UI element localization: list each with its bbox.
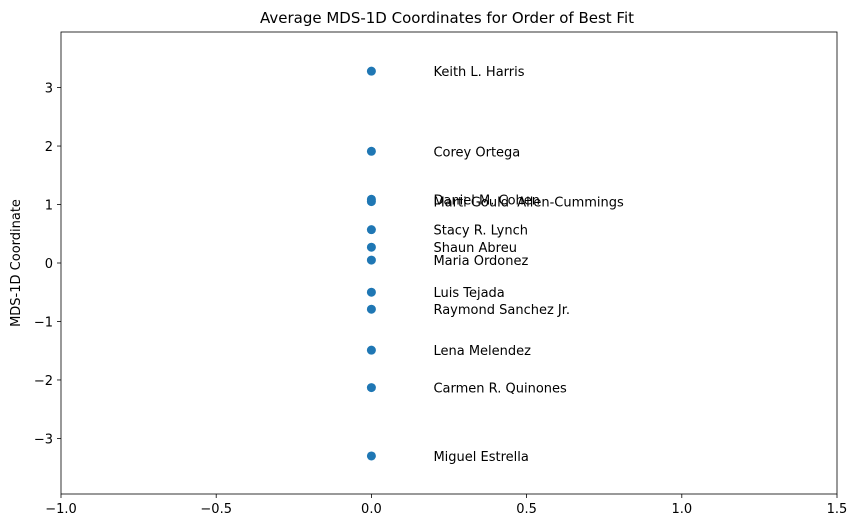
scatter-point	[366, 345, 376, 355]
scatter-point	[366, 197, 376, 207]
point-label: Marti Gould Allen-Cummings	[433, 196, 624, 211]
point-label: Carmen R. Quinones	[433, 382, 567, 397]
y-axis: −3 −2 −1 0 1 2 3	[34, 82, 61, 447]
y-tick-label: −2	[34, 374, 53, 389]
x-tick-label: 1.0	[671, 502, 692, 517]
scatter-point	[366, 242, 376, 252]
x-axis: −1.0 −0.5 0.0 0.5 1.0 1.5	[45, 494, 847, 517]
scatter-point	[366, 451, 376, 461]
scatter-point	[366, 146, 376, 156]
x-tick-label: 0.5	[516, 502, 537, 517]
point-label: Raymond Sanchez Jr.	[433, 303, 570, 318]
point-label: Shaun Abreu	[433, 241, 517, 256]
scatter-point	[366, 66, 376, 76]
x-tick-label: 1.5	[827, 502, 848, 517]
point-label: Stacy R. Lynch	[433, 224, 527, 239]
y-tick-label: 0	[45, 257, 53, 272]
point-label: Keith L. Harris	[433, 65, 524, 80]
scatter-point	[366, 304, 376, 314]
y-tick-label: 1	[45, 199, 53, 214]
y-tick-label: −1	[34, 315, 53, 330]
x-tick-label: −0.5	[200, 502, 232, 517]
scatter-point	[366, 287, 376, 297]
y-tick-label: −3	[34, 432, 53, 447]
point-label: Lena Melendez	[433, 344, 531, 359]
point-label: Daniel M. Cohen	[433, 193, 540, 208]
scatter-point	[366, 225, 376, 235]
point-label: Corey Ortega	[433, 145, 520, 160]
point-label: Miguel Estrella	[433, 450, 528, 465]
plot-frame	[60, 31, 838, 495]
y-tick-label: 3	[45, 82, 53, 97]
plot-area	[60, 31, 838, 495]
y-axis-label: MDS-1D Coordinate	[9, 199, 24, 327]
point-labels: Keith L. Harris Corey Ortega Daniel M. Coh…	[433, 65, 624, 465]
scatter-point	[366, 383, 376, 393]
x-tick-label: −1.0	[45, 502, 77, 517]
chart-title: Average MDS-1D Coordinates for Order of …	[260, 9, 634, 27]
point-label: Luis Tejada	[433, 286, 504, 301]
y-tick-label: 2	[45, 140, 53, 155]
point-label: Maria Ordonez	[433, 254, 528, 269]
scatter-point	[366, 255, 376, 265]
x-tick-label: 0.0	[361, 502, 382, 517]
data-points	[366, 66, 376, 461]
